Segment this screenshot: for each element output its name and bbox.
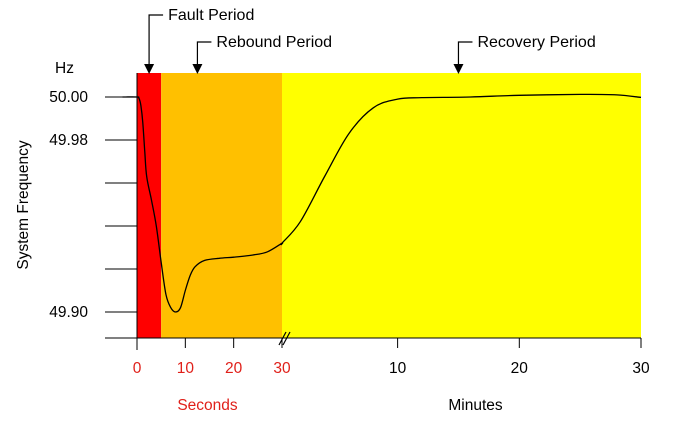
annotation-label-1: Rebound Period	[216, 34, 332, 51]
annotation-line-1	[196, 41, 212, 65]
annotation-label-2: Recovery Period	[477, 34, 595, 51]
annotation-label-0: Fault Period	[168, 7, 254, 24]
series-layer	[122, 93, 642, 313]
x-tick-label-minutes-0: 10	[389, 360, 407, 377]
x-tick-label-seconds-3: 30	[273, 360, 291, 377]
x-axis-title-seconds: Seconds	[177, 397, 238, 414]
x-tick-label-seconds-2: 20	[225, 360, 243, 377]
axis-break-mark-1	[282, 331, 291, 346]
annotation-arrowhead-2	[453, 64, 464, 74]
period-band-2	[282, 73, 641, 338]
x-tick-label-minutes-1: 20	[511, 360, 529, 377]
annotation-arrowhead-0	[144, 64, 155, 74]
x-tick-label-minutes-2: 30	[632, 360, 650, 377]
y-axis-title: System Frequency	[15, 140, 32, 269]
x-tick-label-seconds-1: 10	[177, 360, 195, 377]
y-tick-label-0: 50.00	[49, 89, 88, 106]
period-band-0	[137, 73, 162, 338]
y-tick-label-2: 49.90	[49, 304, 88, 321]
annotation-arrowhead-1	[192, 64, 203, 74]
frequency-series-line-0	[122, 93, 642, 313]
annotation-line-0	[148, 14, 164, 65]
annotation-line-2	[457, 41, 473, 65]
x-axis-title-minutes: Minutes	[448, 397, 503, 414]
axis-break-mark-0	[278, 331, 287, 346]
period-annotations: Fault Period Rebound Period Recovery Perio…	[144, 7, 596, 74]
period-band-1	[161, 73, 282, 338]
x-tick-label-seconds-0: 0	[133, 360, 142, 377]
y-unit-label: Hz	[55, 60, 74, 77]
y-tick-label-1: 49.98	[49, 132, 88, 149]
period-bands	[137, 73, 641, 338]
axes: 50.00 49.98 49.90 0 10 20 30 Seconds 10 20 30 Minut…	[49, 73, 650, 414]
axis-labels: Hz System Frequency	[15, 60, 74, 270]
